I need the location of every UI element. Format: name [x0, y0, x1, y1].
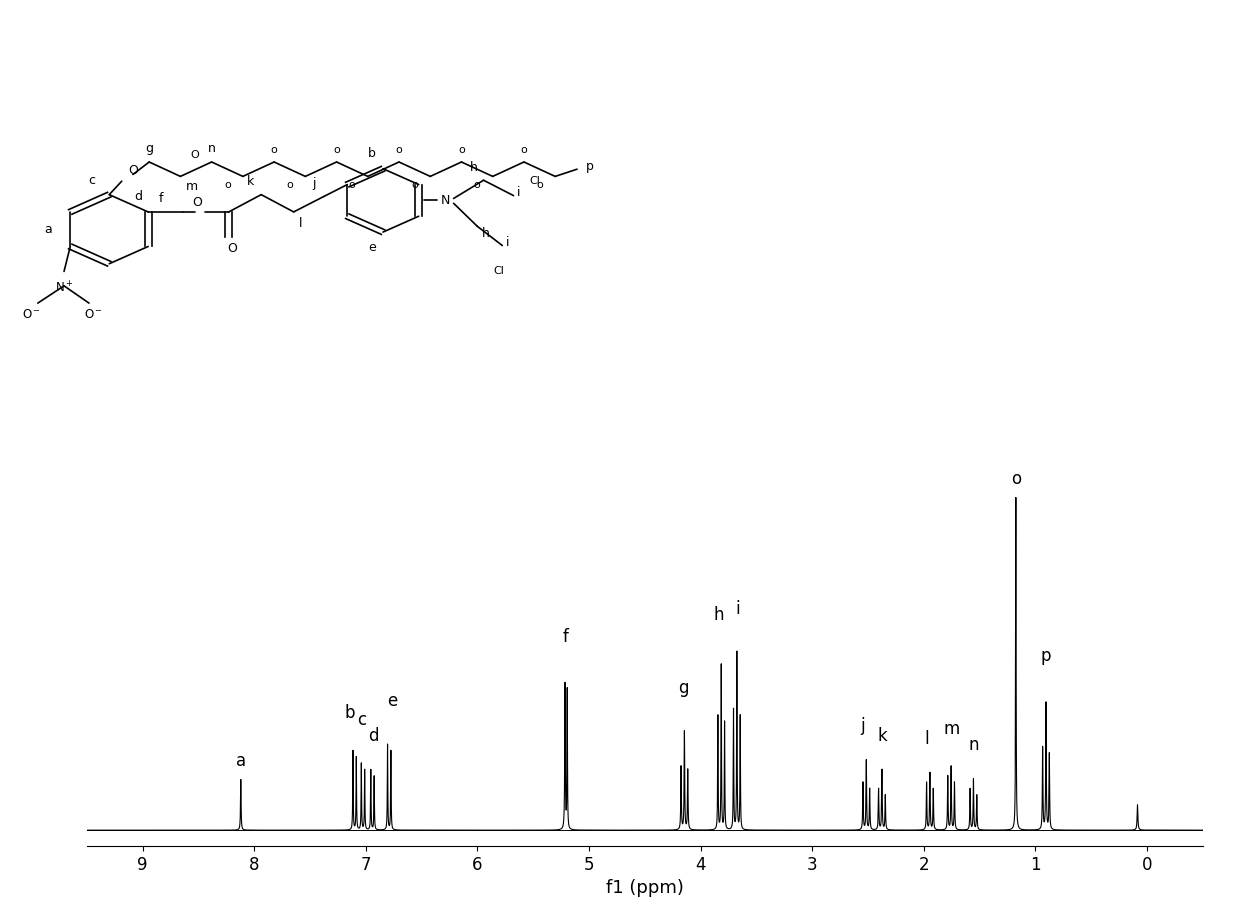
- Text: o: o: [474, 180, 480, 190]
- Text: O$^-$: O$^-$: [84, 308, 103, 321]
- X-axis label: f1 (ppm): f1 (ppm): [606, 879, 683, 897]
- Text: o: o: [348, 180, 356, 190]
- Text: e: e: [387, 692, 398, 710]
- Text: i: i: [506, 236, 510, 249]
- Text: o: o: [334, 145, 340, 156]
- Text: O: O: [191, 149, 200, 159]
- Text: k: k: [878, 726, 888, 744]
- Text: o: o: [521, 145, 527, 156]
- Text: c: c: [88, 175, 95, 187]
- Text: b: b: [368, 147, 376, 160]
- Text: m: m: [186, 180, 197, 194]
- Text: m: m: [944, 720, 960, 738]
- Text: o: o: [536, 180, 543, 190]
- Text: f: f: [563, 628, 568, 646]
- Text: O: O: [192, 196, 202, 209]
- Text: d: d: [134, 190, 143, 203]
- Text: Cl: Cl: [494, 266, 503, 275]
- Text: N: N: [440, 194, 450, 207]
- Text: o: o: [224, 180, 231, 190]
- Text: O: O: [128, 165, 138, 177]
- Text: j: j: [861, 717, 864, 735]
- Text: Cl: Cl: [529, 176, 541, 186]
- Text: f: f: [159, 192, 162, 204]
- Text: c: c: [357, 711, 366, 729]
- Text: o: o: [270, 145, 278, 156]
- Text: g: g: [145, 142, 154, 156]
- Text: n: n: [208, 142, 216, 156]
- Text: a: a: [43, 222, 52, 236]
- Text: h: h: [481, 228, 490, 240]
- Text: p: p: [1040, 647, 1052, 665]
- Text: O$^-$: O$^-$: [22, 308, 41, 321]
- Text: i: i: [735, 600, 740, 618]
- Text: a: a: [236, 752, 246, 770]
- Text: o: o: [396, 145, 403, 156]
- Text: g: g: [678, 680, 689, 698]
- Text: o: o: [458, 145, 465, 156]
- Text: o: o: [286, 180, 293, 190]
- Text: l: l: [299, 217, 303, 230]
- Text: j: j: [312, 176, 316, 190]
- Text: l: l: [925, 730, 930, 748]
- Text: d: d: [368, 726, 379, 744]
- Text: n: n: [968, 736, 980, 754]
- Text: N$^+$: N$^+$: [55, 280, 73, 295]
- Text: i: i: [517, 186, 521, 199]
- Text: h: h: [713, 607, 724, 625]
- Text: o: o: [1011, 470, 1021, 488]
- Text: o: o: [412, 180, 418, 190]
- Text: h: h: [470, 160, 477, 174]
- Text: O: O: [227, 242, 237, 255]
- Text: k: k: [247, 175, 254, 188]
- Text: b: b: [345, 705, 356, 723]
- Text: p: p: [585, 160, 594, 174]
- Text: e: e: [368, 240, 376, 254]
